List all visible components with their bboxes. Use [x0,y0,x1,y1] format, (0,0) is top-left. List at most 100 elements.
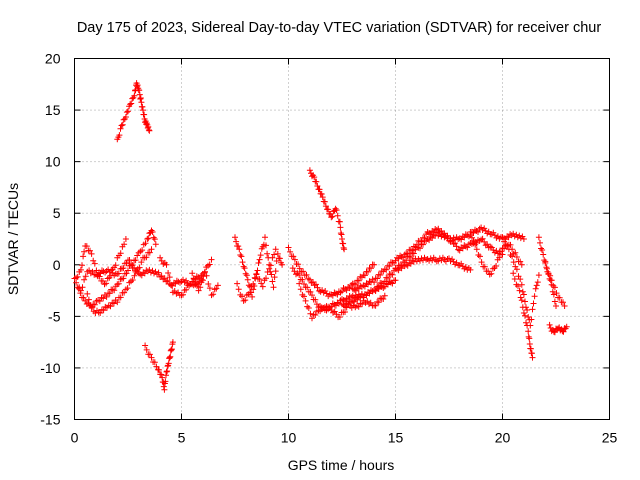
data-point [165,270,172,276]
data-point [107,303,114,310]
data-point [328,214,335,221]
series-arc-8 [232,234,286,300]
data-point [531,293,538,300]
data-point [551,329,558,336]
data-point [334,291,341,298]
data-point [239,259,246,266]
data-point [530,300,537,307]
data-point [539,247,546,253]
data-point [269,254,276,261]
data-point [117,125,124,132]
data-point [314,284,321,291]
data-point [148,246,155,253]
data-point [515,283,521,290]
data-point [150,234,157,241]
data-point [553,290,560,297]
data-point [144,236,151,242]
data-point [435,225,442,232]
data-point [84,290,91,297]
series-arc-18 [499,234,542,329]
data-point [241,265,248,272]
data-point [251,274,258,281]
data-point [114,299,121,306]
data-point [142,342,149,349]
data-point [296,280,303,287]
data-point [361,283,368,290]
series-arc-13 [306,167,348,253]
data-point [244,276,251,283]
series-arc-0 [71,257,206,294]
data-point [306,276,313,283]
data-point [481,263,488,270]
data-point [520,291,527,298]
data-point [318,191,325,197]
y-tick-label: 20 [45,51,61,67]
data-point [256,276,263,283]
data-point [550,291,557,298]
data-point [517,258,524,265]
x-tick-label: 15 [388,430,404,446]
data-point [352,281,359,288]
data-point [235,286,242,293]
data-point [372,302,379,309]
data-point [404,250,411,257]
data-point [112,262,119,269]
series-arc-9 [234,246,279,304]
data-point [205,281,212,287]
data-point [329,213,336,220]
data-point [206,261,213,268]
data-point [560,299,566,306]
data-point [383,266,390,273]
data-point [499,251,506,258]
data-point [156,366,162,373]
data-point [302,297,309,304]
data-point [243,272,250,279]
data-point [129,277,136,283]
data-point [88,250,95,257]
data-point [541,257,548,264]
data-point [297,286,304,293]
data-point [120,265,127,272]
data-point [79,284,86,291]
data-point [93,267,100,274]
data-point [300,268,307,275]
data-point [136,264,143,271]
data-point [242,270,249,277]
data-point [232,234,238,241]
y-tick-label: -5 [48,308,61,324]
data-point [75,285,82,292]
data-point [518,261,525,268]
data-point [321,198,328,205]
data-point [375,283,382,290]
data-point [467,229,474,235]
data-point [82,273,89,280]
data-point [351,298,358,305]
data-point [158,273,165,279]
data-point [189,270,196,277]
data-point [169,282,176,289]
data-point [493,263,500,269]
data-point [366,290,373,297]
data-point [267,262,274,269]
data-point [510,270,517,277]
data-point [151,359,158,366]
data-point [389,280,396,287]
data-point [208,256,215,263]
data-point [167,353,174,360]
data-point [134,252,141,259]
data-point [155,269,162,276]
data-point [355,285,362,292]
data-point [239,293,245,300]
data-point [139,103,146,110]
data-point [123,109,130,116]
series-arc-10 [285,244,378,300]
data-point [477,253,483,260]
data-point [271,274,278,281]
data-point [271,251,278,258]
data-point [122,114,129,120]
data-point [125,108,131,115]
data-point [296,265,303,272]
data-point [206,285,213,292]
data-point [472,241,479,248]
data-point [141,270,148,277]
